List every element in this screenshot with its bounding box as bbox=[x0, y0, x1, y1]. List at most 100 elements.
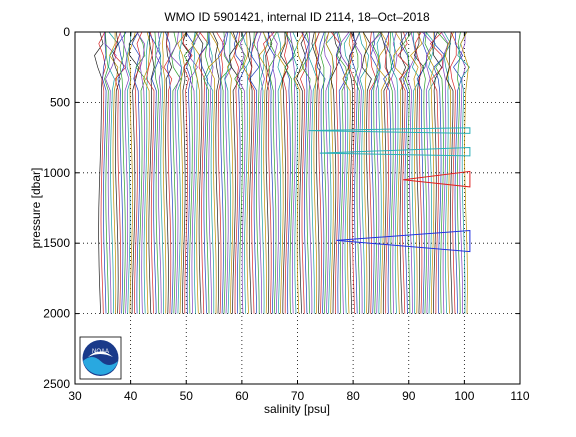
profile-line bbox=[390, 31, 398, 314]
profile-line bbox=[342, 31, 354, 314]
profile-line bbox=[226, 31, 238, 314]
profile-line bbox=[220, 31, 232, 314]
profile-line bbox=[422, 31, 434, 314]
profile-line bbox=[429, 31, 443, 314]
profile-line bbox=[143, 31, 151, 314]
profile-line bbox=[182, 31, 193, 314]
profile-line bbox=[383, 31, 395, 314]
profile-line bbox=[284, 31, 296, 314]
profile-line bbox=[237, 31, 247, 314]
profile-line bbox=[445, 31, 454, 314]
profile-line bbox=[195, 31, 204, 314]
profile-line bbox=[104, 31, 109, 314]
profile-line bbox=[369, 31, 383, 314]
profile-line bbox=[187, 31, 201, 314]
x-tick-label: 110 bbox=[510, 389, 529, 403]
profile-line bbox=[330, 31, 341, 314]
profile-line bbox=[108, 31, 119, 314]
profile-line bbox=[205, 31, 215, 314]
spike-series-line bbox=[308, 127, 471, 134]
profile-line bbox=[296, 31, 308, 314]
profile-line bbox=[241, 31, 253, 314]
profile-line bbox=[413, 31, 425, 314]
noaa-logo: NOAA bbox=[79, 336, 122, 380]
profile-line bbox=[300, 31, 308, 314]
y-axis-label: pressure [dbar] bbox=[29, 168, 43, 249]
profile-line bbox=[148, 31, 155, 314]
x-tick-label: 70 bbox=[291, 389, 305, 403]
profile-line bbox=[222, 31, 233, 314]
profile-line bbox=[399, 31, 410, 314]
profile-line bbox=[119, 31, 130, 314]
profile-line bbox=[242, 31, 252, 314]
profile-line bbox=[460, 31, 469, 314]
profile-line bbox=[422, 31, 432, 314]
profile-line bbox=[267, 31, 275, 314]
profile-line bbox=[126, 31, 132, 314]
profile-line bbox=[268, 31, 278, 314]
profile-line bbox=[157, 31, 164, 314]
profile-line bbox=[248, 31, 257, 314]
profile-line bbox=[154, 31, 160, 314]
profile-line bbox=[353, 31, 361, 314]
profile-line bbox=[399, 31, 406, 314]
y-tick-label: 1000 bbox=[43, 166, 70, 180]
profile-line bbox=[216, 31, 224, 314]
profile-line bbox=[282, 31, 289, 314]
profile-line bbox=[263, 31, 275, 314]
profile-line bbox=[292, 31, 299, 314]
y-tick-label: 2500 bbox=[43, 377, 70, 391]
profile-line bbox=[307, 31, 313, 314]
profile-line bbox=[361, 31, 372, 314]
profile-line bbox=[112, 31, 121, 314]
profile-line bbox=[313, 31, 318, 314]
profile-line bbox=[343, 31, 352, 314]
profile-line bbox=[177, 31, 187, 314]
profile-line bbox=[165, 31, 173, 314]
profile-line bbox=[119, 31, 126, 314]
profile-line bbox=[208, 31, 222, 314]
y-tick-label: 2000 bbox=[43, 307, 70, 321]
profile-line bbox=[234, 31, 246, 314]
profile-line bbox=[301, 31, 309, 314]
profile-line bbox=[336, 31, 348, 314]
profile-line bbox=[256, 31, 265, 314]
profile-line bbox=[314, 31, 322, 314]
y-tick-label: 0 bbox=[63, 25, 70, 39]
profile-line bbox=[104, 31, 117, 314]
profile-line bbox=[253, 31, 261, 314]
x-axis-label: salinity [psu] bbox=[264, 402, 330, 416]
profile-line bbox=[325, 31, 334, 314]
y-tick-label: 1500 bbox=[43, 236, 70, 250]
profile-line bbox=[293, 31, 305, 314]
profile-line bbox=[330, 31, 342, 314]
profile-line bbox=[191, 31, 201, 314]
profile-line bbox=[169, 31, 182, 314]
profile-line bbox=[397, 31, 410, 314]
profile-line bbox=[289, 31, 296, 314]
profile-line bbox=[146, 31, 155, 314]
profile-line bbox=[148, 31, 161, 314]
profile-line bbox=[102, 31, 107, 314]
spike-series-line bbox=[403, 170, 471, 188]
profile-line bbox=[182, 31, 192, 314]
x-tick-label: 80 bbox=[346, 389, 360, 403]
profile-line bbox=[376, 31, 389, 314]
profile-line bbox=[410, 31, 423, 314]
profile-line bbox=[435, 31, 448, 314]
profile-line bbox=[320, 31, 327, 314]
x-tick-label: 40 bbox=[124, 389, 138, 403]
x-tick-label: 100 bbox=[454, 389, 474, 403]
x-tick-label: 90 bbox=[402, 389, 416, 403]
profile-line bbox=[203, 31, 210, 314]
profile-line bbox=[260, 31, 268, 314]
profile-line bbox=[127, 31, 136, 314]
profile-line bbox=[384, 31, 391, 314]
profile-line bbox=[301, 31, 311, 314]
noaa-logo-text: NOAA bbox=[92, 349, 109, 355]
profile-line bbox=[280, 31, 289, 314]
profile-lines bbox=[94, 31, 470, 314]
profile-line bbox=[224, 31, 231, 314]
profile-line bbox=[390, 31, 399, 314]
profile-line bbox=[155, 31, 163, 314]
